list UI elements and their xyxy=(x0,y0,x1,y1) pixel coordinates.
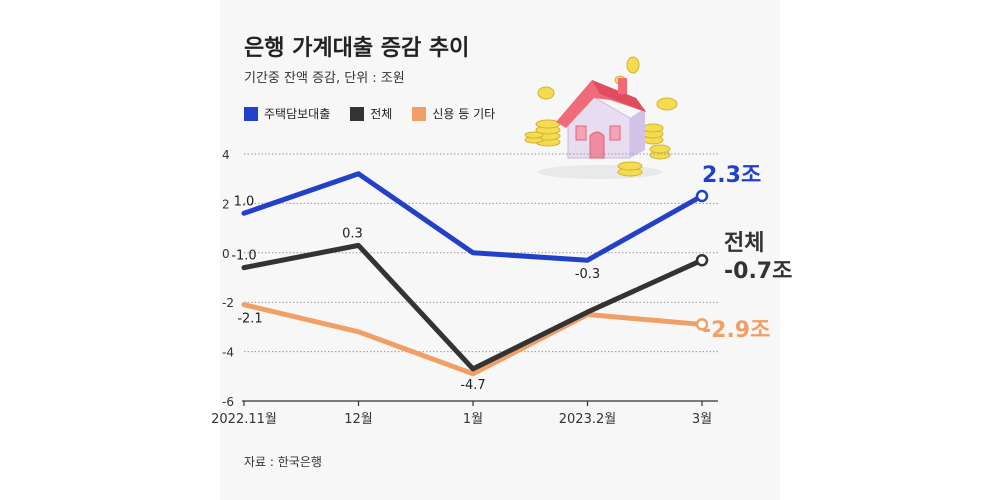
legend: 주택담보대출 전체 신용 등 기타 xyxy=(244,105,515,122)
legend-swatch-total xyxy=(350,106,365,121)
chart-title: 은행 가계대출 증감 추이 xyxy=(244,36,470,61)
legend-label-total: 전체 xyxy=(370,107,393,121)
series-end-marker xyxy=(695,189,709,203)
series-end-marker xyxy=(695,253,709,267)
y-axis-ticks: 4 2 0 -2 -4 -6 xyxy=(222,148,234,409)
house-coins-illustration xyxy=(524,56,678,179)
legend-label-mortgage: 주택담보대출 xyxy=(264,107,331,121)
data-label: 1.0 xyxy=(234,194,255,209)
y-tick-label: 4 xyxy=(222,148,230,162)
legend-item-credit: 신용 등 기타 xyxy=(412,105,495,122)
series-end-marker xyxy=(695,318,709,331)
series-line xyxy=(241,302,705,377)
y-tick-label: -4 xyxy=(222,346,234,360)
x-tick-label: 12월 xyxy=(344,412,373,427)
series-line xyxy=(241,242,705,372)
x-tick-label: 2023.2월 xyxy=(559,412,616,427)
x-tick-label: 1월 xyxy=(463,412,483,427)
legend-item-total: 전체 xyxy=(350,105,392,122)
data-label: -4.7 xyxy=(460,378,485,393)
series-lines xyxy=(241,171,709,377)
chart-subtitle: 기간중 잔액 증감, 단위 : 조원 xyxy=(244,71,405,86)
x-tick-label: 2022.11월 xyxy=(211,412,277,427)
end-label: -2.9조 xyxy=(702,318,770,343)
data-label: -0.3 xyxy=(575,267,600,282)
source-note: 자료 : 한국은행 xyxy=(244,455,322,469)
data-label: -1.0 xyxy=(231,249,256,264)
y-tick-label: -6 xyxy=(222,395,234,409)
legend-item-mortgage: 주택담보대출 xyxy=(244,105,330,122)
y-tick-label: 0 xyxy=(222,247,230,261)
chart-panel xyxy=(220,0,780,500)
end-label: 전체 xyxy=(724,231,764,256)
legend-label-credit: 신용 등 기타 xyxy=(432,107,496,121)
x-tick-label: 3월 xyxy=(692,412,712,427)
legend-swatch-credit xyxy=(412,106,427,121)
end-label: 2.3조 xyxy=(702,163,761,188)
y-tick-label: 2 xyxy=(222,197,230,211)
y-tick-label: -2 xyxy=(222,296,234,310)
x-axis: 2022.11월 12월 1월 2023.2월 3월 xyxy=(211,400,718,427)
data-label: 0.3 xyxy=(342,226,363,241)
end-label: -0.7조 xyxy=(724,259,792,284)
legend-swatch-mortgage xyxy=(244,106,258,121)
series-line xyxy=(241,171,705,263)
data-label: -2.1 xyxy=(237,312,262,327)
